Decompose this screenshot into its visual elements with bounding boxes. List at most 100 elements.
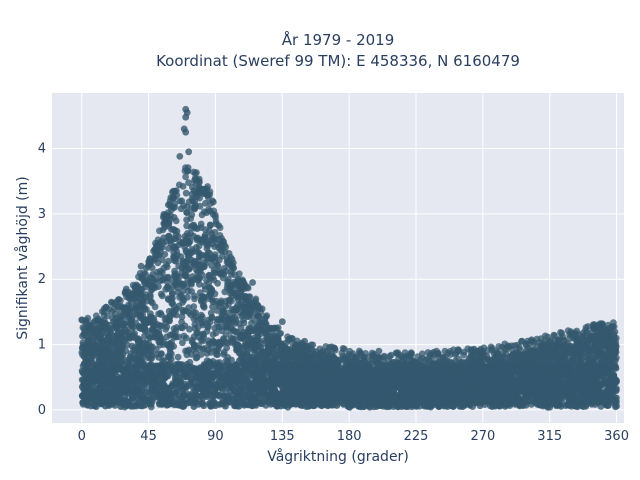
data-point <box>203 328 211 335</box>
data-point <box>172 217 180 225</box>
data-point <box>203 259 210 267</box>
data-point <box>149 325 156 333</box>
data-point <box>126 353 134 361</box>
data-point <box>566 345 574 352</box>
data-point <box>179 288 187 295</box>
data-point <box>218 297 225 305</box>
data-point <box>172 254 180 262</box>
data-point <box>203 350 211 357</box>
data-point <box>199 345 207 353</box>
data-point <box>213 319 221 327</box>
data-point <box>207 222 214 229</box>
data-point <box>185 304 193 311</box>
data-point <box>222 322 230 330</box>
data-point <box>142 283 150 291</box>
data-point <box>196 261 204 269</box>
data-point <box>253 324 261 331</box>
data-point <box>212 347 220 354</box>
data-point <box>187 311 195 319</box>
data-point <box>171 243 179 251</box>
data-point <box>180 296 188 304</box>
data-point <box>177 280 185 287</box>
data-point <box>147 348 154 355</box>
data-point <box>200 333 208 341</box>
data-point <box>202 226 209 234</box>
data-point <box>191 292 198 300</box>
data-point <box>140 347 148 355</box>
data-point <box>217 271 225 278</box>
data-point <box>151 278 158 286</box>
data-point <box>218 327 226 335</box>
data-point <box>186 325 193 333</box>
data-point <box>163 333 171 341</box>
data-point <box>168 300 176 307</box>
data-point <box>250 316 258 324</box>
data-point <box>87 343 95 351</box>
data-point <box>146 333 154 341</box>
data-point <box>254 351 262 359</box>
data-point <box>147 297 155 305</box>
data-point <box>197 220 205 228</box>
data-point <box>177 205 185 213</box>
data-point <box>162 285 170 293</box>
data-point <box>157 309 164 317</box>
data-point <box>238 332 245 340</box>
data-point <box>162 319 170 327</box>
data-point <box>185 252 193 260</box>
data-point <box>277 345 285 352</box>
data-point <box>209 303 216 311</box>
data-point <box>232 306 240 314</box>
data-point <box>219 305 227 313</box>
data-point <box>191 204 199 212</box>
data-point <box>164 273 172 281</box>
data-point <box>198 211 206 219</box>
data-point <box>528 354 535 362</box>
data-point <box>84 328 92 336</box>
data-point <box>197 311 205 319</box>
data-point <box>152 346 160 353</box>
data-point <box>197 252 205 260</box>
data-point <box>233 328 241 336</box>
data-point <box>162 261 170 269</box>
data-point <box>118 357 125 364</box>
data-point <box>158 276 166 284</box>
data-point <box>147 355 154 362</box>
data-point <box>580 344 588 351</box>
data-point <box>226 296 234 304</box>
data-point <box>196 280 203 288</box>
data-point <box>179 257 187 265</box>
data-point <box>213 339 221 347</box>
data-point <box>193 354 201 361</box>
data-point <box>202 199 209 207</box>
data-point <box>224 278 232 286</box>
data-points <box>78 105 620 411</box>
data-point <box>113 322 120 330</box>
data-point <box>234 296 242 303</box>
data-point <box>184 234 192 241</box>
data-point <box>185 179 193 187</box>
data-point <box>292 354 300 362</box>
data-point <box>183 209 191 217</box>
data-point <box>178 197 186 205</box>
data-point <box>191 262 199 269</box>
data-point <box>196 289 204 296</box>
data-point <box>548 353 555 361</box>
data-point <box>181 263 189 271</box>
data-point <box>228 289 236 297</box>
data-point <box>222 357 230 365</box>
data-point <box>127 299 135 307</box>
data-point <box>204 249 212 256</box>
data-point <box>208 314 216 321</box>
data-point <box>541 351 548 359</box>
data-point <box>228 356 235 364</box>
data-point <box>111 350 119 357</box>
data-point <box>236 350 244 357</box>
data-point <box>201 233 209 241</box>
data-point <box>521 354 529 362</box>
data-point <box>151 303 159 311</box>
data-point <box>170 331 178 338</box>
data-point <box>204 242 212 250</box>
data-point <box>188 246 196 253</box>
data-point <box>182 189 190 197</box>
data-point <box>180 332 188 340</box>
